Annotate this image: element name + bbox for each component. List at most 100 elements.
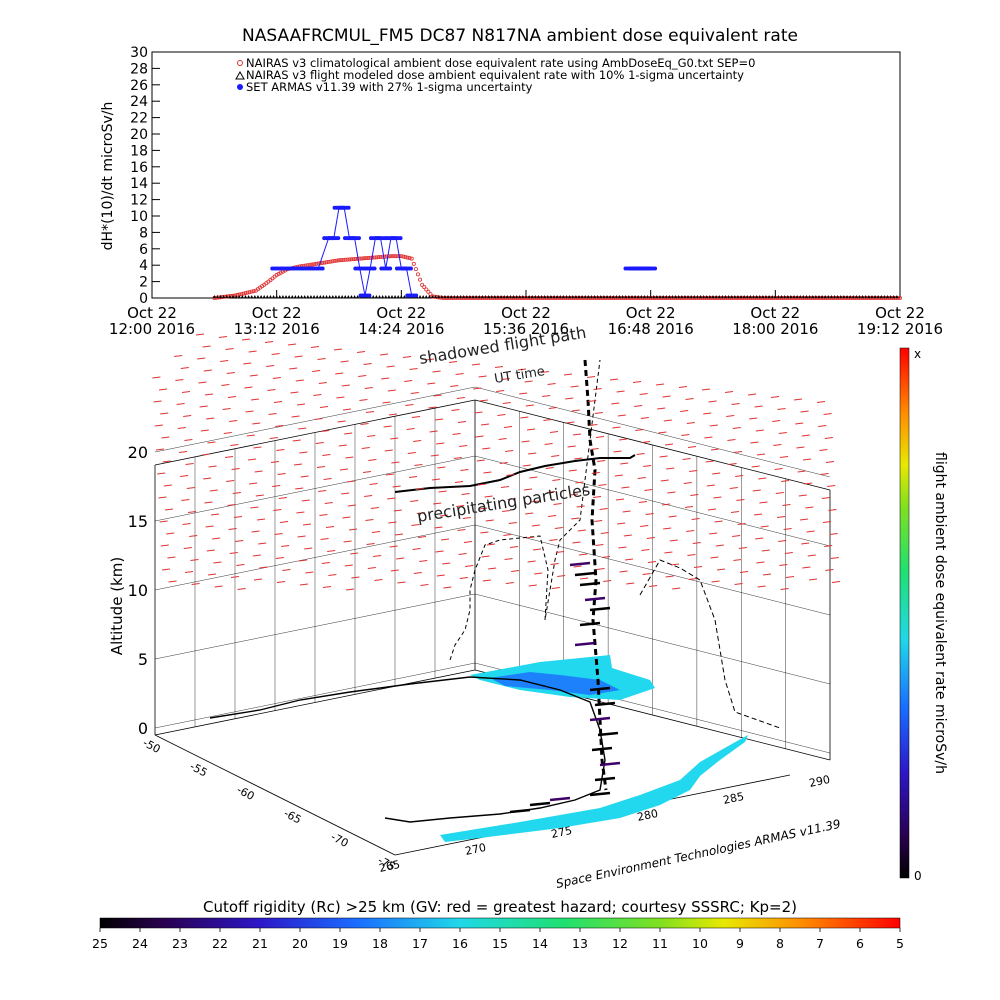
particle-dash — [796, 446, 805, 449]
particle-dash — [249, 374, 258, 377]
particle-dash — [599, 508, 608, 510]
rigidity-tick-label: 15 — [492, 936, 508, 951]
particle-dash — [350, 552, 359, 555]
nairas-flight-point — [340, 295, 344, 298]
particle-dash — [726, 415, 735, 417]
particle-dash — [370, 507, 379, 509]
nairas-flight-point — [549, 295, 553, 298]
rigidity-tick-label: 20 — [292, 936, 308, 951]
particle-dash — [340, 360, 349, 363]
nairas-climatological-point — [411, 261, 416, 266]
particle-dash — [594, 520, 603, 522]
nairas-flight-point — [446, 295, 450, 298]
particle-dash — [667, 491, 676, 494]
particle-dash — [519, 392, 528, 395]
particle-dash — [232, 492, 241, 494]
rigidity-tick-label: 5 — [896, 936, 904, 951]
nairas-flight-point — [699, 295, 703, 298]
latitude-tick-label: -50 — [141, 736, 163, 756]
particle-dash — [318, 490, 327, 492]
nairas-flight-point — [312, 295, 316, 298]
particle-dash — [524, 380, 533, 383]
flight-column-marker — [569, 561, 591, 567]
particle-dash — [230, 444, 239, 446]
armas-point — [346, 205, 351, 210]
particle-dash — [246, 434, 255, 437]
particle-dash — [364, 387, 373, 389]
nairas-flight-point — [552, 295, 556, 298]
particle-dash — [639, 393, 648, 395]
particle-dash — [162, 460, 171, 463]
particle-dash — [532, 548, 542, 551]
particle-dash — [456, 397, 465, 399]
nairas-flight-point — [443, 295, 447, 298]
particle-dash — [617, 522, 626, 525]
nairas-flight-point — [854, 295, 858, 298]
nairas-flight-point — [244, 295, 247, 298]
timeseries-y-label: dH*(10)/dt microSv/h — [100, 102, 116, 251]
particle-dash — [772, 420, 781, 422]
particle-dash — [387, 497, 396, 500]
nairas-climatological-point — [405, 255, 410, 260]
particle-dash — [505, 450, 514, 452]
particle-dash — [364, 495, 373, 497]
particle-dash — [276, 449, 285, 451]
particle-dash — [341, 492, 350, 495]
nairas-climatological-point — [374, 255, 379, 260]
nairas-flight-point — [739, 295, 743, 298]
particle-dash — [163, 484, 172, 487]
particle-dash — [252, 422, 261, 425]
nairas-flight-point — [487, 295, 491, 298]
particle-dash — [259, 566, 268, 569]
particle-dash — [553, 503, 562, 505]
particle-dash — [822, 521, 832, 523]
particle-dash — [494, 366, 504, 368]
particle-dash — [665, 575, 674, 578]
particle-dash — [212, 537, 221, 540]
nairas-flight-point — [381, 295, 385, 298]
particle-dash — [214, 585, 223, 588]
nairas-flight-point — [882, 295, 886, 298]
particle-dash — [416, 512, 425, 514]
particle-dash — [575, 481, 584, 484]
cutoff-rigidity-floor-region — [440, 655, 748, 842]
particle-dash — [549, 539, 558, 541]
nairas-climatological-point — [384, 254, 389, 259]
nairas-flight-point — [455, 295, 459, 298]
particle-dash — [264, 341, 274, 343]
particle-dash — [807, 554, 816, 557]
particle-dash — [202, 345, 211, 348]
particle-dash — [345, 456, 354, 459]
particle-dash — [183, 547, 192, 549]
particle-dash — [390, 437, 399, 440]
nairas-flight-point — [870, 295, 874, 298]
particle-dash — [206, 549, 215, 552]
nairas-flight-point — [624, 295, 628, 298]
dose-rate-colorbar-label: flight ambient dose equivalent rate micr… — [932, 452, 948, 774]
particle-dash — [572, 541, 581, 544]
nairas-flight-point — [574, 295, 578, 298]
nairas-flight-point — [303, 295, 307, 298]
nairas-flight-point — [222, 295, 226, 298]
particle-dash — [735, 475, 744, 477]
nairas-flight-point — [284, 295, 288, 298]
particle-dash — [450, 385, 459, 387]
particle-dash — [241, 338, 251, 341]
latitude-tick-label: -60 — [235, 783, 257, 803]
particle-dash — [458, 553, 467, 555]
particle-dash — [339, 468, 349, 471]
particle-dash — [425, 358, 435, 361]
particle-dash — [618, 438, 628, 441]
nairas-flight-point — [356, 295, 360, 298]
particle-dash — [474, 411, 483, 414]
nairas-flight-point — [845, 295, 849, 298]
particle-dash — [182, 523, 191, 525]
particle-dash — [338, 444, 347, 447]
legend-entry: NAIRAS v3 climatological ambient dose eq… — [246, 56, 755, 70]
particle-dash — [253, 578, 263, 581]
y-tick-label: 12 — [130, 193, 148, 209]
particle-dash — [588, 400, 597, 402]
particle-dash — [574, 457, 583, 460]
particle-dash — [342, 516, 351, 519]
altitude-tick-label: 10 — [128, 581, 148, 600]
